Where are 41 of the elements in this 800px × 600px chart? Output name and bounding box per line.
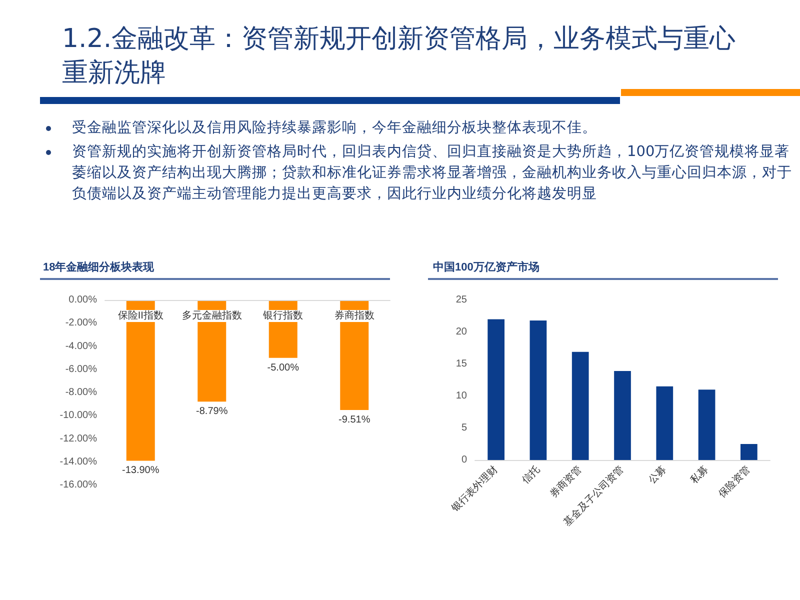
x-tick-label: 券商指数 xyxy=(334,310,374,322)
x-tick-label: 保险资管 xyxy=(716,463,753,500)
y-tick-label: 15 xyxy=(456,358,468,370)
bar xyxy=(740,444,758,460)
x-tick-label: 私募 xyxy=(688,463,711,486)
bar xyxy=(488,319,504,460)
bar xyxy=(530,320,547,460)
y-tick-label: 20 xyxy=(456,326,468,338)
data-label: -9.51% xyxy=(338,414,370,426)
text: 1.2.金融改革：资管新规开创新资管格局，业务模式与重心重新洗牌 xyxy=(62,23,737,90)
data-label: -13.90% xyxy=(122,465,160,476)
y-tick-label: -2.00% xyxy=(65,318,98,329)
x-tick-label: 券商资管 xyxy=(547,463,584,500)
x-tick-label: 公募 xyxy=(646,463,669,486)
bar xyxy=(614,371,631,460)
y-tick-label: -14.00% xyxy=(60,456,98,468)
y-tick-label: 0.00% xyxy=(68,294,98,306)
y-tick-label: -16.00% xyxy=(60,480,98,490)
y-tick-label: 25 xyxy=(456,294,468,306)
bar xyxy=(656,386,674,460)
y-tick-label: -8.00% xyxy=(65,387,98,398)
x-tick-label: 保险II指数 xyxy=(118,310,164,322)
bar xyxy=(572,352,589,460)
y-tick-label: -12.00% xyxy=(60,433,98,444)
x-tick-label: 银行表外理财 xyxy=(448,463,500,516)
chart-title: 18年金融细分板块表现 xyxy=(43,260,156,274)
text: 资管新规的实施将开创新资管格局时代，回归表内信贷、回归直接融资是大势所趋，100万亿资管规模将显著萎缩以及资产结构出现大腾挪；贷款和标准化证券需求将显著增强，金融机构业务收入与重心回归本源，对于负债端以及资产端主动管理能力提出更高要求，因此行业内业绩分化将越发明显 xyxy=(72,142,793,204)
data-label: -8.79% xyxy=(196,406,228,418)
chart-title: 中国100万亿资产市场 xyxy=(433,260,540,274)
y-tick-label: 5 xyxy=(461,422,468,434)
x-tick-label: 信托 xyxy=(519,463,542,486)
x-tick-label: 多元金融指数 xyxy=(182,310,242,322)
data-label: -5.00% xyxy=(267,362,300,374)
x-tick-label: 银行指数 xyxy=(262,310,304,322)
y-tick-label: -4.00% xyxy=(65,340,98,352)
y-tick-label: 10 xyxy=(456,390,468,402)
bar xyxy=(698,390,716,460)
y-tick-label: -10.00% xyxy=(60,410,98,422)
y-tick-label: -6.00% xyxy=(65,364,98,375)
text: 受金融监管深化以及信用风险持续暴露影响，今年金融细分板块整体表现不佳。 xyxy=(72,119,598,138)
y-tick-label: 0 xyxy=(461,454,468,466)
